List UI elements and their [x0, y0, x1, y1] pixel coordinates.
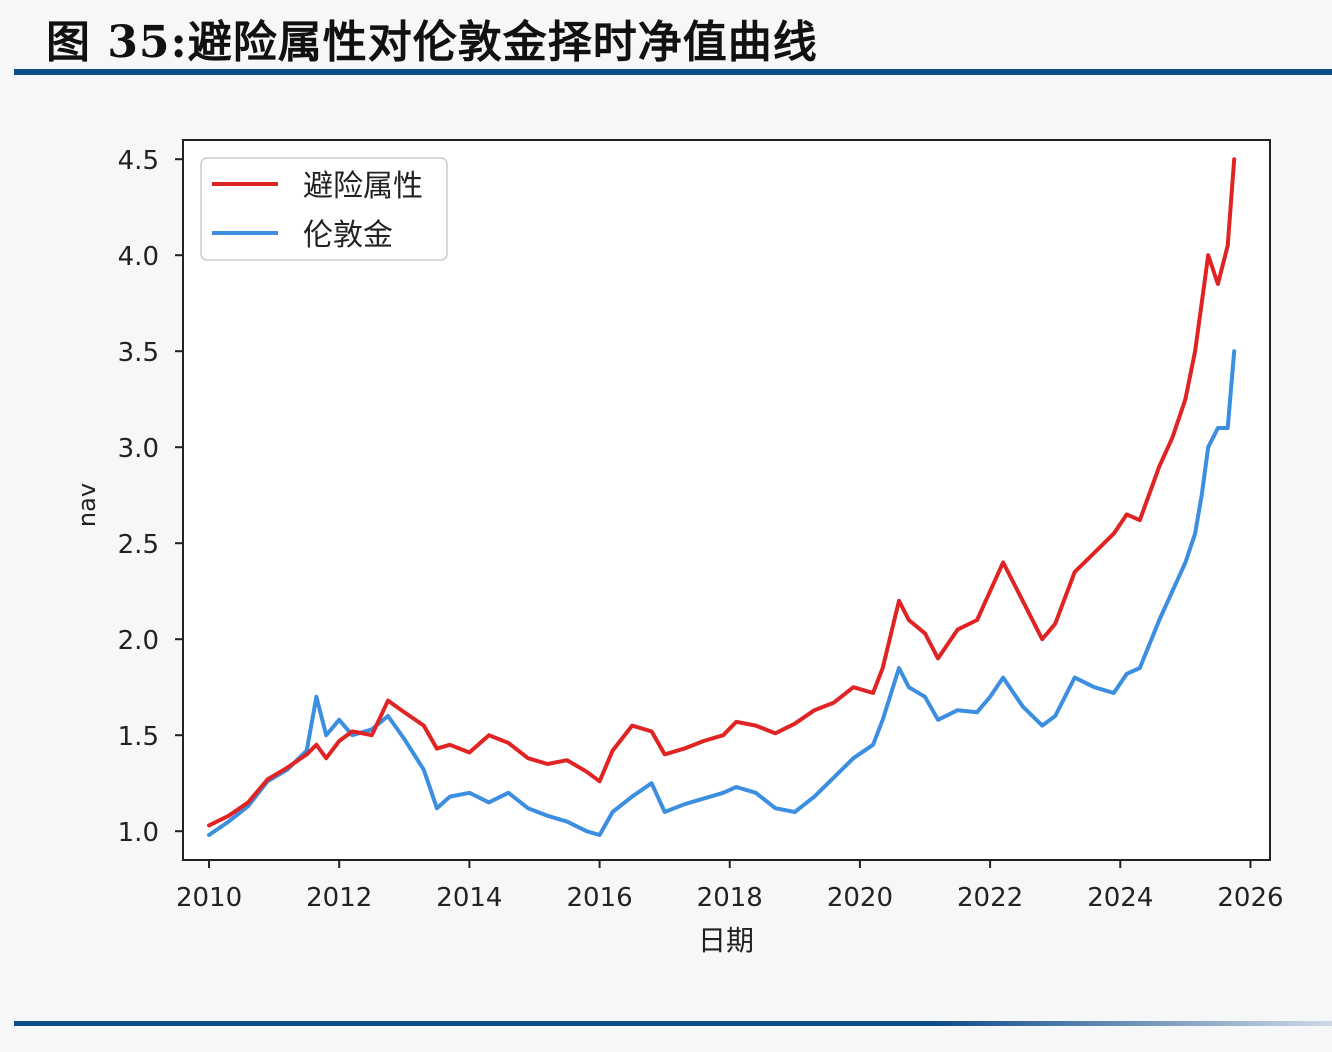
- legend-label-blue: 伦敦金: [303, 218, 393, 253]
- x-tick-label: 2016: [566, 883, 632, 913]
- y-axis: 1.0 1.5 2.0 2.5 3.0 3.5 4.0 4.5: [118, 146, 183, 848]
- legend: 避险属性 伦敦金: [200, 157, 448, 261]
- x-tick-label: 2010: [176, 883, 242, 913]
- x-tick-label: 2024: [1087, 883, 1153, 913]
- y-tick-label: 2.5: [118, 530, 159, 560]
- top-rule: [14, 69, 1332, 75]
- x-axis-label: 日期: [698, 924, 754, 957]
- x-tick-label: 2020: [827, 883, 893, 913]
- x-tick-label: 2022: [957, 883, 1023, 913]
- y-tick-label: 4.5: [118, 146, 159, 176]
- x-tick-label: 2026: [1217, 883, 1283, 913]
- y-tick-label: 3.5: [118, 338, 159, 368]
- y-tick-label: 2.0: [118, 626, 159, 656]
- y-tick-label: 1.0: [118, 818, 159, 848]
- bottom-rule: [14, 1021, 1332, 1026]
- x-tick-label: 2012: [306, 883, 372, 913]
- x-tick-label: 2014: [436, 883, 502, 913]
- series-line-red: [207, 157, 1237, 828]
- y-tick-label: 1.5: [118, 722, 159, 752]
- plot-frame: [182, 139, 1271, 861]
- series-layer: [207, 157, 1237, 837]
- y-tick-label: 4.0: [118, 242, 159, 272]
- x-axis: 2010 2012 2014 2016 2018 2020 2022 2024 2026: [176, 860, 1284, 913]
- y-tick-label: 3.0: [118, 434, 159, 464]
- legend-label-red: 避险属性: [303, 169, 423, 204]
- figure-title: 图 35:避险属性对伦敦金择时净值曲线: [46, 17, 818, 68]
- series-line-blue: [207, 349, 1237, 837]
- y-axis-label: nav: [73, 483, 101, 527]
- x-tick-label: 2018: [697, 883, 763, 913]
